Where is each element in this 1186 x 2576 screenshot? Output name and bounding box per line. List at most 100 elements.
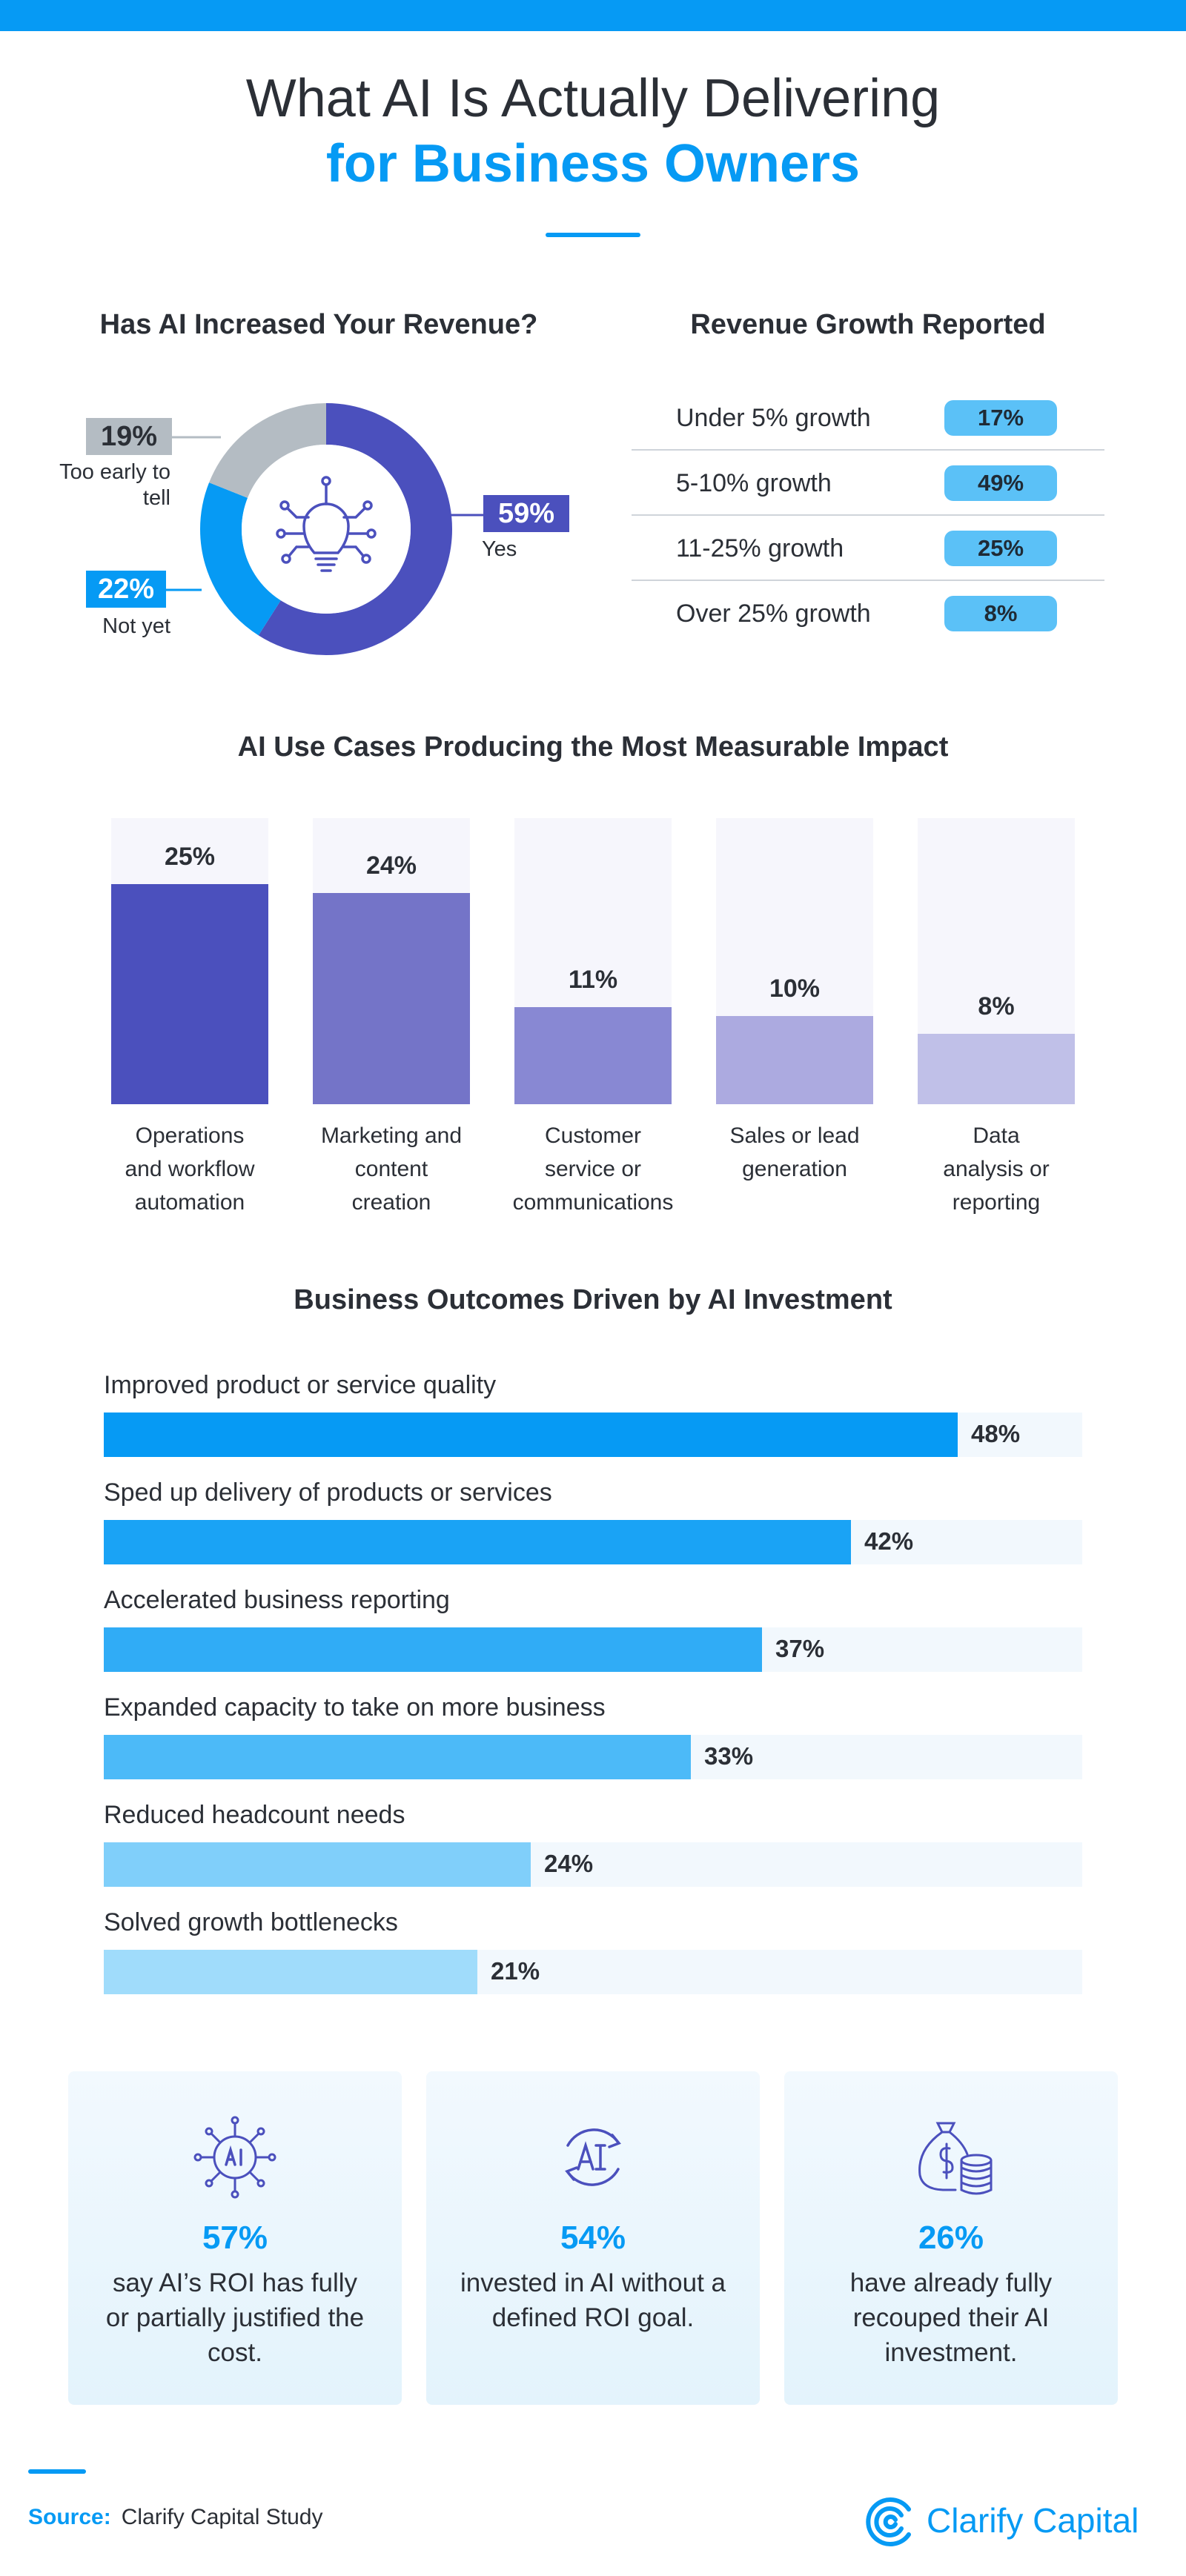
category-label-line: automation [134,1190,245,1215]
category-label-line: Sales or lead [729,1123,860,1148]
outcome-label: Accelerated business reporting [104,1586,450,1614]
category-label-line: communications [512,1190,674,1215]
bar-value-label: 10% [769,975,821,1003]
category-label-line: generation [742,1157,847,1181]
outcome-value-label: 37% [775,1635,825,1662]
outcome-value-label: 24% [544,1850,594,1877]
yes-percent-badge: 59% [483,495,569,532]
category-label-line: reporting [952,1190,1041,1215]
outcome-bar [104,1413,958,1457]
stat-card-recouped: 26% have already fully recouped their AI… [784,2071,1118,2405]
outcome-value-label: 42% [864,1527,914,1555]
donut-center [242,445,411,614]
growth-row: Over 25% growth 8% [632,581,1104,646]
title-divider [546,233,640,237]
bar [111,884,268,1104]
page-title-line1: What AI Is Actually Delivering [245,69,941,128]
money-bag-coins-icon [918,2122,993,2195]
row-divider [632,449,1104,451]
category-label-line: service or [544,1157,642,1181]
top-accent-bar [0,0,1186,31]
brand-name: Clarify Capital [927,2501,1139,2540]
stat-text: say AI’s ROI has fully or partially just… [105,2268,365,2367]
stat-value: 57% [202,2220,268,2256]
category-label-line: analysis or [943,1157,1050,1181]
yes-label: Yes [482,537,517,561]
growth-row: 11-25% growth 25% [632,516,1104,581]
outcome-value-label: 33% [704,1742,754,1770]
revenue-donut-chart [200,403,452,655]
category-label-line: content [354,1157,428,1181]
outcome-bar [104,1520,851,1564]
growth-percent-pill: 8% [944,596,1057,631]
bar-value-label: 8% [978,992,1015,1020]
not-yet-percent-badge: 22% [86,571,166,608]
category-label-line: and workflow [125,1157,255,1181]
category-label-line: Operations [135,1123,245,1148]
growth-percent-pill: 49% [944,465,1057,501]
outcome-bar [104,1735,691,1779]
outcome-label: Solved growth bottlenecks [104,1908,398,1936]
donut-chart-title: Has AI Increased Your Revenue? [99,309,538,340]
category-label-line: Customer [544,1123,642,1148]
growth-row-label: 11-25% growth [676,534,844,562]
bar-category-label: Data analysis or reporting [903,1119,1090,1219]
lightbulb-circuit-icon [276,476,377,572]
bar [313,892,470,1104]
donut-label-connectors [163,436,483,591]
category-label-line: Data [973,1123,1020,1148]
growth-table-title: Revenue Growth Reported [690,309,1046,340]
bar-value-label: 25% [164,843,216,872]
bar-category-label: Sales or lead generation [701,1119,888,1186]
not-yet-label: Not yet [102,614,170,638]
stat-value: 26% [918,2220,984,2256]
clarify-capital-logo-icon [866,2497,911,2546]
stat-card-no-roi-goal: 54% invested in AI without a defined ROI… [426,2071,760,2405]
stat-text: invested in AI without a defined ROI goa… [460,2268,726,2332]
growth-row: Under 5% growth 17% [632,385,1104,451]
bar-category-label: Marketing and content creation [298,1119,485,1219]
bar [514,1007,672,1104]
stat-value: 54% [560,2220,626,2256]
outcome-label: Improved product or service quality [104,1371,497,1399]
stat-text: have already fully recouped their AI inv… [849,2268,1053,2367]
outcome-value-label: 21% [491,1957,540,1985]
brand-logo: Clarify Capital [866,2496,1139,2548]
use-cases-chart-title: AI Use Cases Producing the Most Measurab… [237,731,949,763]
growth-percent-pill: 17% [944,400,1057,436]
bar-category-label: Customer service or communications [500,1119,686,1219]
outcome-bar [104,1950,477,1994]
growth-row-label: Over 25% growth [676,600,871,628]
page-title-line2: for Business Owners [325,134,861,193]
category-label-line: Marketing and [320,1123,463,1148]
row-divider [632,514,1104,516]
bar-value-label: 24% [365,851,417,880]
source-line: Source: Clarify Capital Study [28,2505,322,2530]
ai-chip-icon [193,2116,276,2199]
outcome-label: Expanded capacity to take on more busine… [104,1693,606,1722]
outcome-value-label: 48% [971,1420,1021,1447]
outcomes-chart-title: Business Outcomes Driven by AI Investmen… [294,1284,892,1315]
donut-slice-not-yet [200,403,452,655]
growth-row-label: Under 5% growth [676,404,871,432]
bar-value-label: 11% [568,966,618,995]
too-early-label: Too early to tell [59,460,170,510]
row-divider [632,580,1104,581]
source-key: Source: [28,2505,111,2529]
bar-category-label: Operations and workflow automation [96,1119,283,1219]
source-divider [28,2469,86,2474]
outcome-label: Reduced headcount needs [104,1801,405,1829]
donut-slice-yes [200,403,452,655]
stat-card-roi-justified: 57% say AI’s ROI has fully or partially … [68,2071,402,2405]
outcome-bar [104,1627,762,1672]
source-value: Clarify Capital Study [121,2505,323,2529]
growth-row-label: 5-10% growth [676,469,832,497]
too-early-percent-badge: 19% [86,418,172,455]
bar [918,1033,1075,1104]
ai-cycle-icon [565,2128,621,2186]
growth-percent-pill: 25% [944,531,1057,566]
category-label-line: creation [351,1190,431,1215]
bar [716,1016,873,1104]
outcome-label: Sped up delivery of products or services [104,1478,552,1507]
outcome-bar [104,1842,531,1887]
